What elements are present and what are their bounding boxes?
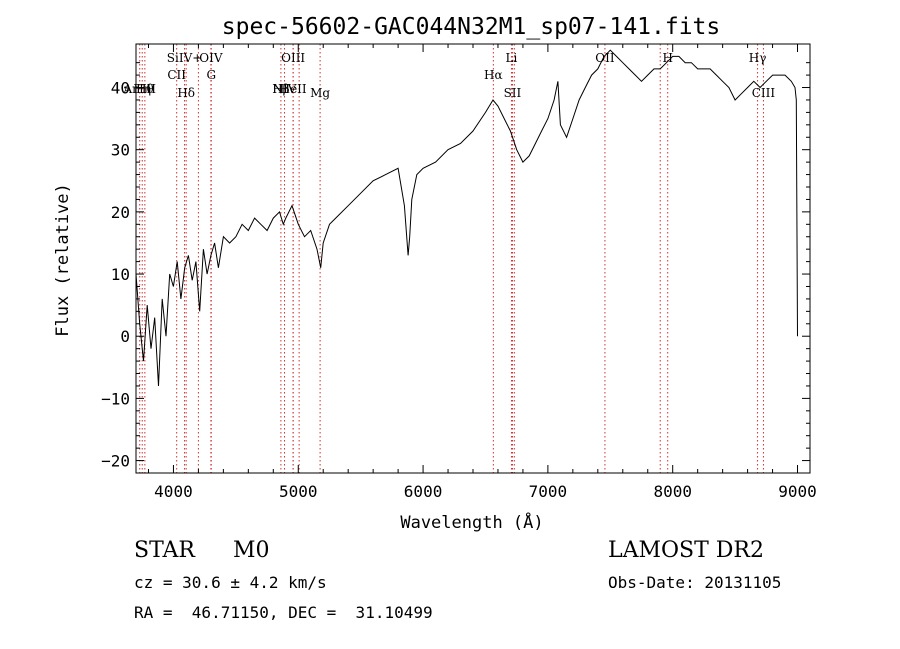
redshift-text: cz = 30.6 ± 4.2 km/s: [134, 573, 327, 592]
line-label: OII: [595, 51, 615, 65]
reference-lines: [139, 44, 764, 473]
line-label: SII: [504, 86, 522, 100]
line-label: NIV: [273, 82, 297, 96]
y-axis-label: Flux (relative): [53, 183, 73, 337]
line-label: OIV: [199, 51, 223, 65]
line-label: Hα: [484, 68, 503, 82]
y-tick-label: 20: [111, 203, 130, 222]
plot-frame: [135, 43, 811, 474]
x-tick-label: 7000: [529, 482, 568, 501]
y-tick-label: 30: [111, 141, 130, 160]
line-label: Hβ: [272, 82, 289, 96]
class-label: STAR: [134, 538, 195, 563]
x-axis: 4000 5000 6000 7000 8000 9000: [147, 44, 817, 501]
y-tick-label: 40: [111, 79, 130, 98]
y-tick-label: −20: [101, 452, 130, 471]
line-label: G: [206, 68, 216, 82]
y-tick-label: 10: [111, 265, 130, 284]
line-label: Li: [506, 51, 518, 65]
x-tick-label: 9000: [778, 482, 817, 501]
line-label: H: [662, 51, 672, 65]
x-tick-label: 8000: [653, 482, 692, 501]
x-axis-label: Wavelength (Å): [400, 511, 543, 533]
line-label: OIII: [281, 51, 305, 65]
line-label: Hδ: [177, 86, 195, 100]
survey-name: LAMOST DR2: [608, 538, 764, 563]
y-tick-label: −10: [101, 389, 130, 408]
line-label: Hη: [133, 82, 151, 96]
object-class: STAR M0: [134, 538, 270, 563]
x-tick-label: 5000: [279, 482, 318, 501]
x-tick-label: 6000: [404, 482, 443, 501]
line-label: CII: [167, 68, 186, 82]
x-tick-label: 4000: [154, 482, 193, 501]
obs-date-text: Obs-Date: 20131105: [608, 573, 782, 592]
line-label: Hθ: [136, 82, 154, 96]
coordinates-text: RA = 46.71150, DEC = 31.10499: [134, 603, 433, 622]
line-label: CIII: [752, 86, 776, 100]
line-label: Ar III: [123, 82, 157, 96]
line-label: SiIV+: [167, 51, 203, 65]
subclass-label: M0: [233, 538, 270, 563]
line-label: Hγ: [749, 51, 767, 65]
chart-title: spec-56602-GAC044N32M1_sp07-141.fits: [222, 14, 721, 40]
y-axis: −20 −10 0 10 20 30 40: [101, 62, 810, 471]
line-label: HeII: [280, 82, 307, 96]
line-label: Mg: [310, 86, 330, 100]
spectrum-line: [135, 49, 798, 387]
y-tick-label: 0: [120, 327, 130, 346]
